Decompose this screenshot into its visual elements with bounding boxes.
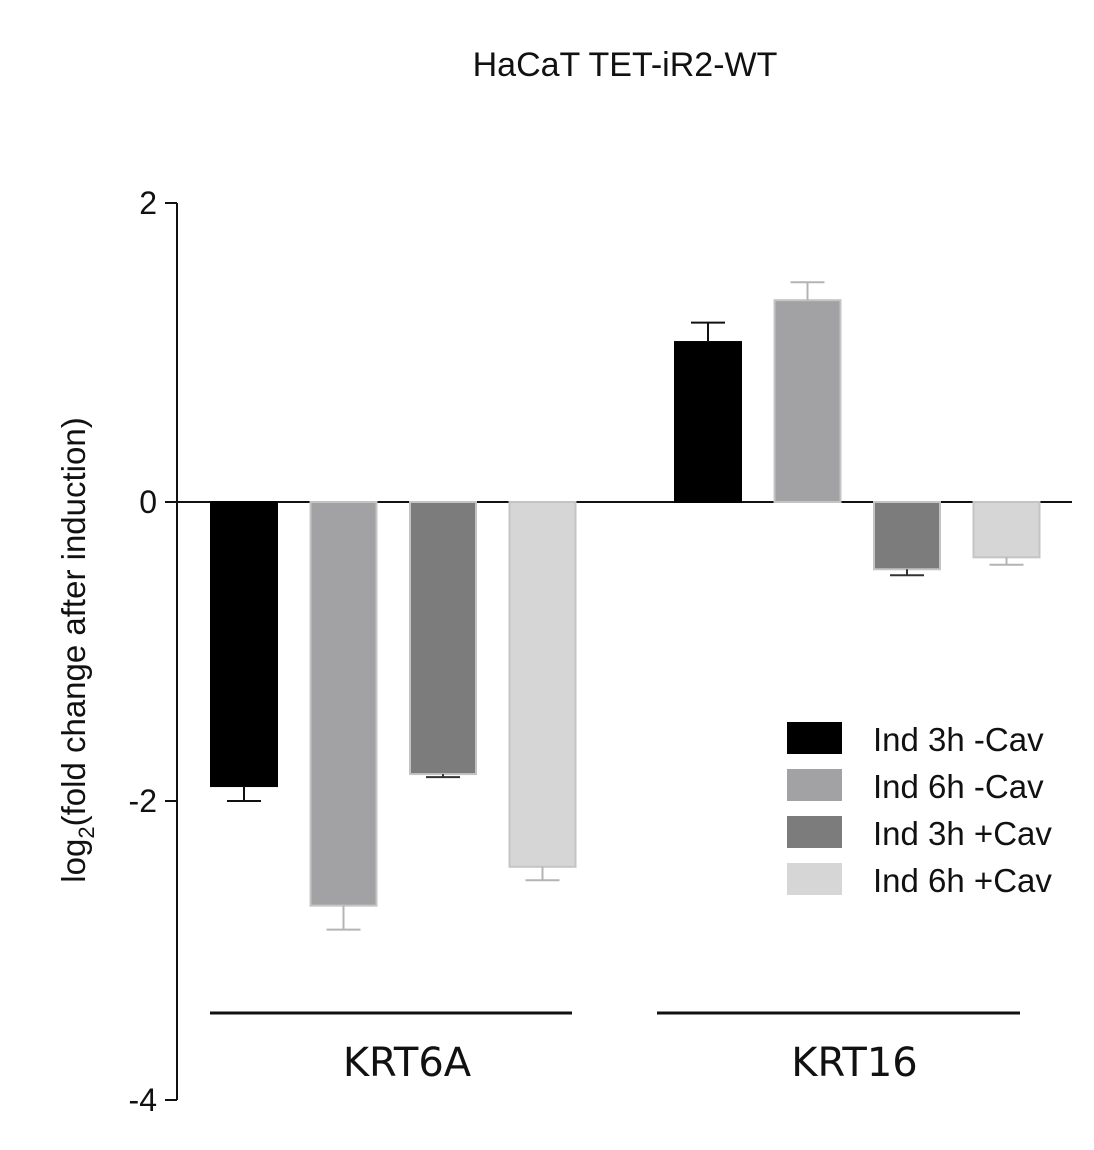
bar-krt6a-series-4 (508, 501, 577, 868)
bar-krt16-series-3 (873, 501, 941, 571)
legend: Ind 3h -Cav Ind 6h -Cav Ind 3h +Cav Ind 6h … (787, 721, 1052, 899)
y-axis-label-post: (fold change after induction) (55, 417, 92, 826)
bar-krt16-series-1 (674, 341, 742, 503)
y-tick-label: -4 (129, 1082, 157, 1118)
y-axis-label-sub: 2 (74, 826, 99, 838)
chart-title: HaCaT TET-iR2-WT (473, 46, 778, 84)
legend-label-1: Ind 3h -Cav (873, 721, 1044, 758)
category-label-krt16: KRT16 (791, 1040, 917, 1086)
y-ticks: 2 0 -2 -4 (129, 185, 177, 1118)
legend-swatch-3 (787, 816, 842, 848)
category-label-krt6a: KRT6A (343, 1040, 472, 1086)
y-axis-label: log2(fold change after induction) (55, 417, 99, 882)
legend-swatch-2 (787, 769, 842, 801)
legend-swatch-1 (787, 722, 842, 754)
legend-swatch-4 (787, 863, 842, 895)
legend-label-4: Ind 6h +Cav (873, 862, 1052, 899)
legend-label-3: Ind 3h +Cav (873, 815, 1052, 852)
y-tick-label: 0 (139, 484, 157, 520)
category-groups: KRT6A KRT16 (210, 1011, 1020, 1086)
y-tick-label: 2 (139, 185, 157, 221)
bar-krt6a-series-3 (409, 501, 477, 776)
y-tick-label: -2 (129, 783, 157, 819)
y-axis-label-pre: log (55, 839, 92, 883)
legend-label-2: Ind 6h -Cav (873, 768, 1044, 805)
bar-krt6a-series-2 (309, 501, 378, 907)
bar-krt16-series-4 (972, 501, 1041, 559)
bar-krt16-series-2 (773, 299, 842, 503)
bar-krt6a-series-1 (210, 501, 278, 788)
error-bars (227, 281, 1024, 931)
